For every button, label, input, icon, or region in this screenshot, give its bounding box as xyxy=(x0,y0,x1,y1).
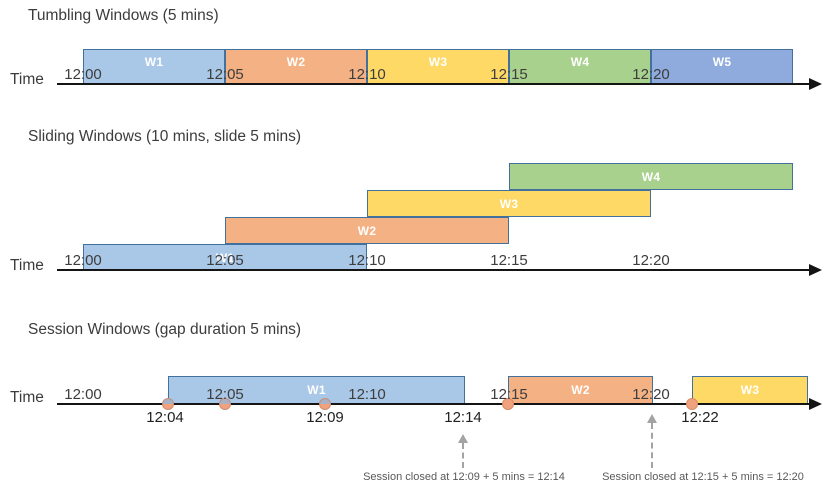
window-label: W1 xyxy=(144,55,164,69)
window-label: W4 xyxy=(641,169,661,184)
sliding-window-box-w3: W3 xyxy=(367,190,651,217)
sliding-tick-1200: 12:00 xyxy=(64,252,102,269)
sliding-tick-1220: 12:20 xyxy=(632,252,670,269)
tumbling-tick-1220: 12:20 xyxy=(632,66,670,83)
session-time-axis-label: Time xyxy=(10,389,44,406)
event-time-1214: 12:14 xyxy=(444,409,482,426)
tumbling-axis-arrowhead-icon xyxy=(809,78,822,90)
tumbling-window-box-w4: W4 xyxy=(509,49,651,85)
callout-dashed-line xyxy=(462,443,464,468)
session-tick-1220: 12:20 xyxy=(632,386,670,403)
sliding-axis-arrowhead-icon xyxy=(809,264,822,276)
sliding-time-axis xyxy=(57,269,810,271)
tumbling-window-box-w2: W2 xyxy=(225,49,367,85)
event-time-1209: 12:09 xyxy=(306,409,344,426)
sliding-tick-1210: 12:10 xyxy=(348,252,386,269)
sliding-window-box-w2: W2 xyxy=(225,217,509,244)
tumbling-tick-1215: 12:15 xyxy=(490,66,528,83)
session-tick-1205: 12:05 xyxy=(206,386,244,403)
window-label: W4 xyxy=(570,55,590,69)
session-tick-1200: 12:00 xyxy=(64,386,102,403)
session-tick-1210: 12:10 xyxy=(348,386,386,403)
tumbling-window-box-w1: W1 xyxy=(83,49,225,85)
sliding-window-box-w1: W1 xyxy=(83,244,367,271)
event-time-1204: 12:04 xyxy=(146,409,184,426)
sliding-window-box-w4: W4 xyxy=(509,163,793,190)
sliding-time-axis-label: Time xyxy=(10,257,44,274)
tumbling-tick-1210: 12:10 xyxy=(348,66,386,83)
session-time-axis xyxy=(57,403,810,405)
window-label: W3 xyxy=(428,55,448,69)
callout-dashed-line xyxy=(651,423,653,468)
event-time-1222: 12:22 xyxy=(681,409,719,426)
tumbling-window-box-w3: W3 xyxy=(367,49,509,85)
event-dot-1222 xyxy=(686,398,698,410)
session-window-box-w3: W3 xyxy=(692,376,808,404)
window-label: W2 xyxy=(286,55,306,69)
callout-arrowhead-icon xyxy=(647,414,657,423)
window-label: W1 xyxy=(215,250,235,265)
window-label: W1 xyxy=(307,383,326,397)
tumbling-time-axis-label: Time xyxy=(10,71,44,88)
window-label: W5 xyxy=(712,55,732,69)
tumbling-window-box-w5: W5 xyxy=(651,49,793,85)
window-label: W3 xyxy=(740,383,760,397)
event-dot-1209 xyxy=(319,398,331,410)
session-tick-1215: 12:15 xyxy=(490,386,528,403)
session-axis-arrowhead-icon xyxy=(809,398,822,410)
event-dot-1215 xyxy=(502,398,514,410)
tumbling-tick-1205: 12:05 xyxy=(206,66,244,83)
window-label: W3 xyxy=(499,196,519,211)
event-dot-1204 xyxy=(162,398,174,410)
sliding-tick-1205: 12:05 xyxy=(206,252,244,269)
callout-arrowhead-icon xyxy=(458,434,468,443)
sliding-section-title: Sliding Windows (10 mins, slide 5 mins) xyxy=(28,128,302,145)
event-dot-1205 xyxy=(219,398,231,410)
tumbling-time-axis xyxy=(57,83,810,85)
tumbling-section-title: Tumbling Windows (5 mins) xyxy=(28,7,219,24)
window-label: W2 xyxy=(571,383,590,397)
window-label: W2 xyxy=(357,223,377,238)
tumbling-tick-1200: 12:00 xyxy=(64,66,102,83)
session-close-annotation-2: Session closed at 12:15 + 5 mins = 12:20 xyxy=(602,471,804,483)
session-close-annotation-1: Session closed at 12:09 + 5 mins = 12:14 xyxy=(363,471,565,483)
session-section-title: Session Windows (gap duration 5 mins) xyxy=(28,321,302,338)
sliding-tick-1215: 12:15 xyxy=(490,252,528,269)
session-window-box-w2: W2 xyxy=(508,376,653,404)
